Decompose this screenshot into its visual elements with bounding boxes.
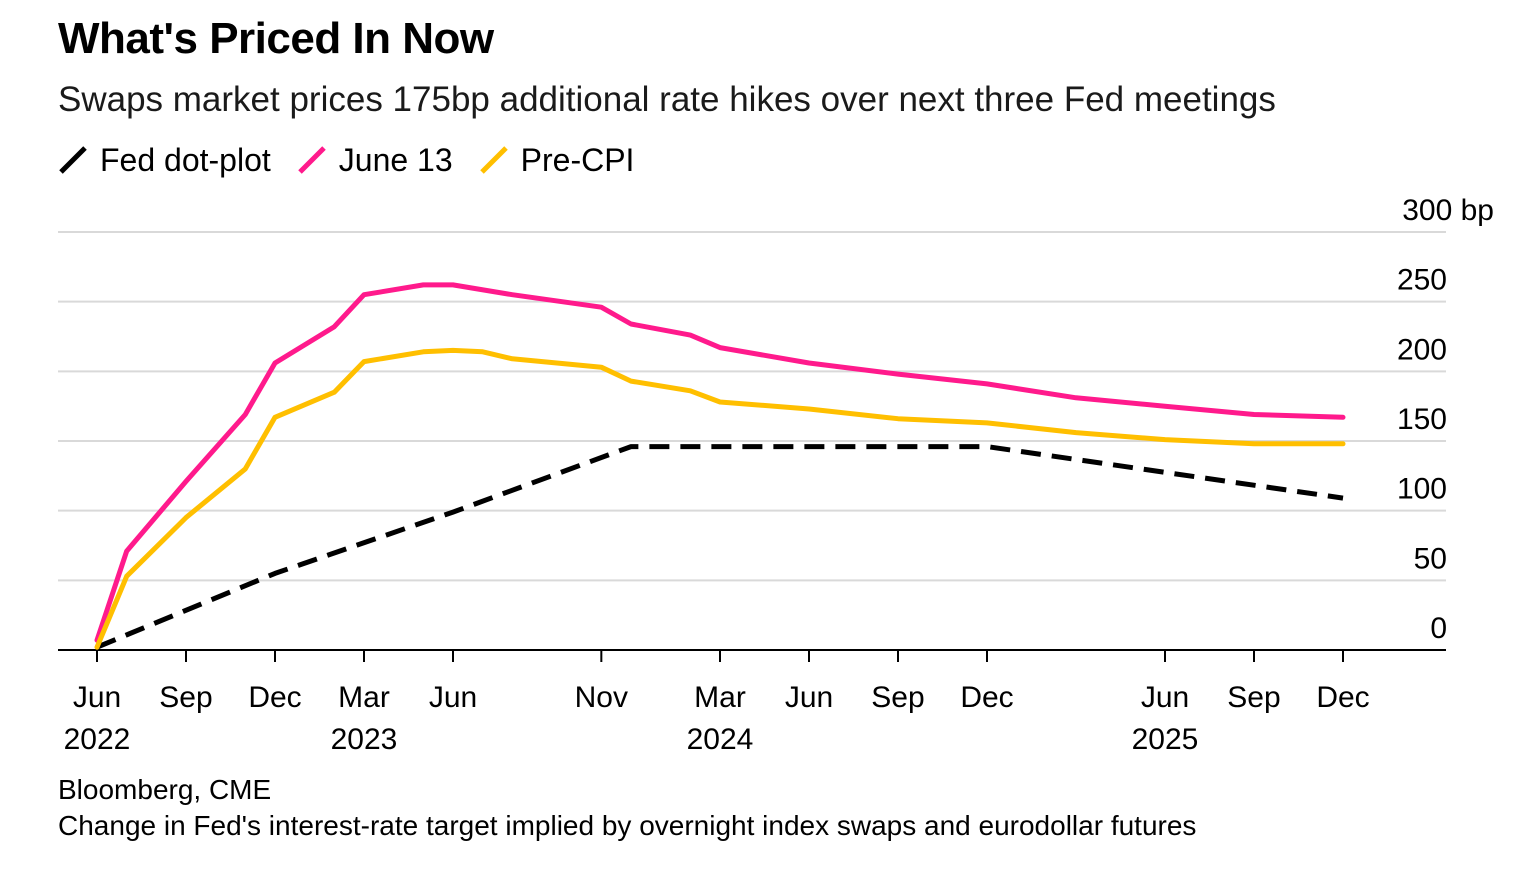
series-line-fed-dot-plot xyxy=(96,444,1344,650)
x-tick-label-2023-03: Mar xyxy=(338,681,390,714)
legend-label-fed-dot-plot: Fed dot-plot xyxy=(100,141,271,178)
x-tick-label-2024-06: Jun xyxy=(785,681,833,714)
line-chart: 0 50 100 150 200 250 300 bp Jun 2022 Sep Dec Mar 20… xyxy=(58,194,1494,756)
legend-item-fed-dot-plot: Fed dot-plot xyxy=(58,142,271,179)
y-tick-label-100: 100 xyxy=(1397,473,1447,506)
x-tick-label-2022-12: Dec xyxy=(248,681,301,714)
x-tick-label-2023-06: Jun xyxy=(429,681,477,714)
y-tick-label-150: 150 xyxy=(1397,403,1447,436)
legend: Fed dot-plot June 13 Pre-CPI xyxy=(58,140,660,180)
chart-subtitle: Swaps market prices 175bp additional rat… xyxy=(58,80,1276,119)
legend-swatch-june-13 xyxy=(297,146,326,174)
y-tick-label-50: 50 xyxy=(1414,542,1447,575)
chart-title: What's Priced In Now xyxy=(58,14,494,63)
legend-swatch-fed-dot-plot xyxy=(59,146,87,174)
legend-swatch-pre-cpi xyxy=(479,146,508,174)
x-tick-label-2025-06: Jun xyxy=(1141,681,1189,714)
x-tick-label-2022-09: Sep xyxy=(159,681,212,714)
x-year-label-2024: 2024 xyxy=(687,723,754,756)
source-note: Bloomberg, CME xyxy=(58,774,272,805)
y-tick-label-200: 200 xyxy=(1397,333,1447,366)
x-tick-label-2024-12: Dec xyxy=(960,681,1013,714)
x-tick-label-2025-12: Dec xyxy=(1316,681,1369,714)
legend-label-pre-cpi: Pre-CPI xyxy=(520,141,635,178)
y-axis-labels: 0 50 100 150 200 250 300 bp xyxy=(1397,194,1494,645)
legend-item-pre-cpi: Pre-CPI xyxy=(479,141,635,179)
x-tick-label-2022-06: Jun xyxy=(73,681,121,714)
y-tick-label-300: 300 bp xyxy=(1402,194,1494,227)
y-tick-label-250: 250 xyxy=(1397,264,1447,297)
legend-label-june-13: June 13 xyxy=(338,141,453,178)
chart-footnote: Change in Fed's interest-rate target imp… xyxy=(58,810,1197,841)
x-year-label-2023: 2023 xyxy=(331,723,398,756)
x-tick-label-2024-03: Mar xyxy=(694,681,746,714)
x-year-label-2025: 2025 xyxy=(1132,723,1199,756)
x-tick-label-2024-09: Sep xyxy=(871,681,924,714)
x-axis: Jun 2022 Sep Dec Mar 2023 Jun Nov Mar 2024 Jun Sep D… xyxy=(58,649,1446,756)
x-tick-label-2025-09: Sep xyxy=(1227,681,1280,714)
x-tick-label-2023-11: Nov xyxy=(575,681,628,714)
series-lines xyxy=(94,282,1346,650)
series-line-june-13 xyxy=(94,282,1346,643)
gridlines xyxy=(58,231,1446,582)
series-line-pre-cpi xyxy=(94,347,1346,650)
y-tick-label-0: 0 xyxy=(1430,612,1447,645)
legend-item-june-13: June 13 xyxy=(297,142,453,179)
x-year-label-2022: 2022 xyxy=(64,723,131,756)
